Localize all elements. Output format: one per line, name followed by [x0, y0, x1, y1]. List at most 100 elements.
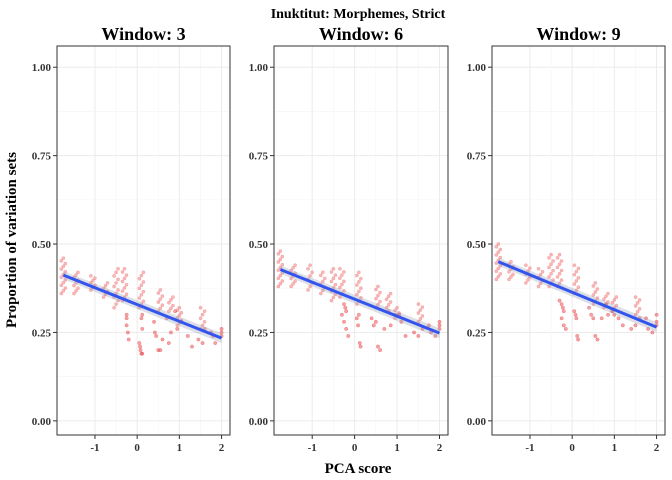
data-point: [576, 337, 581, 342]
regression-line: [62, 273, 223, 340]
data-point: [606, 312, 610, 317]
data-point: [124, 312, 129, 317]
x-tick-label: -1: [308, 442, 317, 454]
data-point: [331, 266, 336, 271]
data-point: [403, 334, 408, 338]
data-point: [158, 348, 163, 353]
data-point: [331, 295, 336, 300]
x-axis-label: PCA score: [325, 461, 392, 477]
data-point: [103, 283, 108, 288]
data-point: [154, 334, 159, 338]
data-point: [374, 287, 378, 292]
data-point: [357, 280, 361, 284]
data-point: [557, 262, 562, 267]
y-tick-label: 0.25: [467, 327, 487, 339]
data-point: [89, 274, 93, 278]
data-point: [547, 275, 551, 279]
data-point: [344, 326, 349, 331]
x-tick-label: -1: [90, 442, 99, 454]
y-tick-label: 1.00: [32, 62, 52, 74]
data-point: [386, 294, 391, 299]
data-point: [160, 294, 165, 298]
data-point: [122, 276, 127, 281]
data-point: [342, 319, 346, 324]
data-point: [291, 266, 295, 270]
data-point: [139, 292, 144, 297]
data-point: [494, 269, 499, 274]
data-point: [141, 289, 146, 294]
data-point: [376, 344, 380, 349]
data-point: [595, 296, 600, 300]
data-point: [369, 316, 374, 321]
data-point: [378, 290, 382, 295]
x-tick-label: 1: [612, 442, 618, 454]
data-point: [526, 278, 530, 282]
data-point: [507, 277, 511, 282]
data-point: [340, 273, 344, 277]
data-point: [557, 298, 562, 303]
data-point: [612, 298, 617, 302]
data-point: [654, 312, 659, 317]
data-point: [395, 305, 399, 310]
data-point: [338, 266, 342, 271]
data-point: [338, 276, 342, 281]
data-point: [591, 293, 596, 297]
data-point: [338, 295, 342, 299]
data-point: [418, 308, 423, 312]
data-point: [620, 323, 625, 328]
data-point: [171, 303, 175, 308]
data-point: [63, 261, 68, 266]
data-point: [633, 312, 638, 317]
data-point: [524, 263, 528, 268]
data-point: [355, 273, 359, 278]
data-point: [120, 289, 125, 293]
data-point: [644, 316, 648, 321]
data-point: [138, 348, 143, 353]
data-point: [373, 319, 378, 324]
data-point: [76, 270, 80, 275]
data-point: [72, 283, 76, 288]
data-point: [614, 295, 619, 299]
data-point: [416, 302, 421, 307]
data-point: [604, 294, 608, 299]
data-point: [496, 250, 501, 255]
regression-line: [279, 268, 441, 335]
data-point: [574, 316, 579, 321]
data-point: [633, 304, 638, 308]
data-point: [388, 323, 393, 328]
data-point: [646, 326, 651, 331]
data-point: [496, 242, 501, 246]
data-point: [496, 266, 501, 271]
data-point: [333, 273, 338, 278]
data-point: [635, 309, 640, 314]
data-point: [559, 316, 564, 321]
data-point: [574, 279, 579, 283]
data-point: [276, 276, 281, 281]
y-tick-label: 0.50: [467, 239, 487, 251]
data-point: [528, 266, 532, 271]
data-point: [156, 291, 161, 295]
data-point: [559, 278, 564, 282]
x-tick-label: 0: [352, 442, 358, 454]
data-point: [342, 279, 346, 284]
data-point: [278, 257, 283, 262]
data-point: [175, 326, 180, 331]
data-point: [576, 275, 581, 280]
data-point: [560, 305, 565, 310]
data-point: [202, 319, 207, 324]
data-point: [593, 281, 598, 285]
y-tick-label: 0.75: [249, 151, 269, 163]
data-point: [158, 288, 163, 292]
data-point: [101, 295, 106, 299]
data-point: [278, 273, 283, 278]
data-point: [177, 305, 182, 310]
data-point: [388, 291, 393, 296]
data-point: [329, 270, 334, 274]
data-point: [198, 316, 203, 321]
data-point: [357, 270, 361, 275]
data-point: [219, 326, 224, 331]
data-point: [637, 298, 642, 302]
data-point: [200, 341, 205, 346]
data-point: [124, 316, 129, 321]
